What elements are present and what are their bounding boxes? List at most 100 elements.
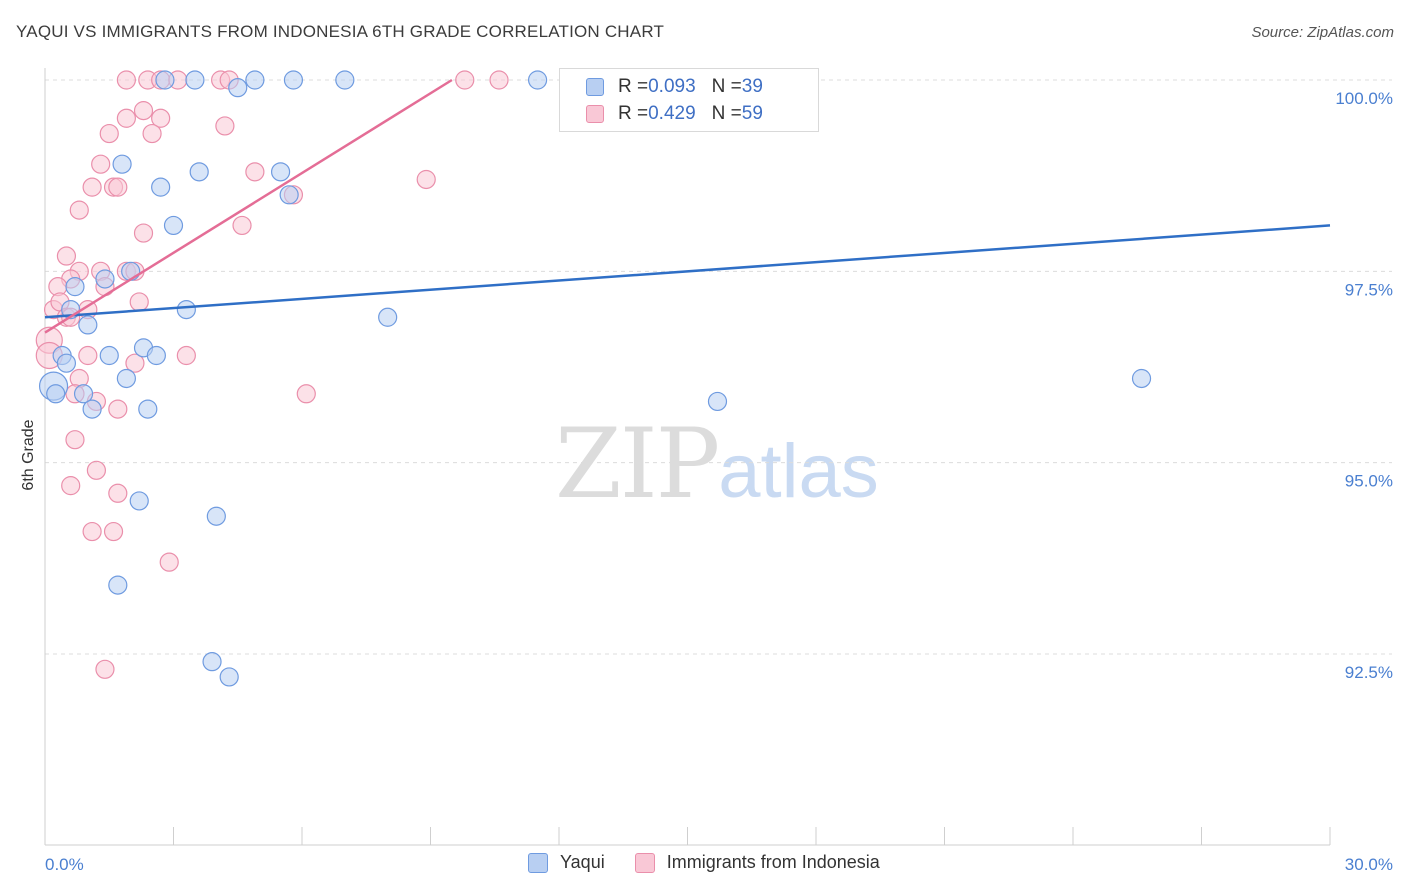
legend-item-yaqui[interactable]: Yaqui xyxy=(528,852,605,873)
yaqui-legend-swatch xyxy=(528,852,548,873)
yaqui-point xyxy=(527,70,548,90)
indonesia-point xyxy=(245,162,265,182)
yaqui-point xyxy=(1131,368,1152,389)
n-label: N = xyxy=(711,76,742,97)
yaqui-point xyxy=(219,667,239,687)
legend-row-indonesia: R = 0.429 N = 59 xyxy=(586,101,763,127)
axes xyxy=(44,68,1331,846)
trend-lines xyxy=(44,78,1331,334)
yaqui-point xyxy=(206,506,226,526)
indonesia-point xyxy=(159,552,179,572)
zipatlas-watermark: ZIPatlas xyxy=(555,408,879,520)
indonesia-point xyxy=(108,399,128,419)
yaqui-point xyxy=(163,215,184,236)
indonesia-point xyxy=(416,169,436,190)
r-value: 0.429 xyxy=(648,103,696,124)
yaqui-point xyxy=(73,384,94,404)
yaqui-point xyxy=(116,368,136,389)
grid-lines xyxy=(45,79,1392,655)
indonesia-point xyxy=(296,384,316,404)
x-tick-label-min: 0.0% xyxy=(45,855,84,874)
yaqui-point xyxy=(335,70,355,90)
y-tick-label: 95.0% xyxy=(1345,472,1393,491)
yaqui-point xyxy=(189,162,209,182)
yaqui-point xyxy=(82,399,102,419)
correlation-legend: R = 0.093 N = 39 R = 0.429 N = 59 xyxy=(559,68,819,132)
watermark-zip: ZIP xyxy=(555,408,720,520)
yaqui-point xyxy=(707,391,728,412)
yaqui-point xyxy=(95,269,115,289)
y-tick-label: 100.0% xyxy=(1335,89,1393,108)
yaqui-point xyxy=(176,300,196,320)
yaqui-point xyxy=(78,315,98,335)
n-value: 59 xyxy=(741,103,763,124)
indonesia-point xyxy=(129,292,149,312)
series-immigrants-indonesia-points xyxy=(35,70,509,679)
indonesia-point xyxy=(108,177,128,197)
yaqui-trend-line xyxy=(44,224,1331,319)
r-label: R = xyxy=(618,76,649,97)
x-tick-label-max: 30.0% xyxy=(1345,855,1393,874)
indonesia-point xyxy=(215,116,235,136)
yaqui-point xyxy=(99,345,119,366)
chart-title: YAQUI VS IMMIGRANTS FROM INDONESIA 6TH G… xyxy=(16,22,665,41)
y-axis-label: 6th Grade xyxy=(20,419,37,490)
indonesia-point xyxy=(65,430,85,450)
yaqui-point xyxy=(283,70,304,90)
indonesia-point xyxy=(489,70,509,90)
tick-labels: 100.0% 97.5% 95.0% 92.5% 0.0% 30.0% xyxy=(45,89,1393,874)
yaqui-point xyxy=(129,491,149,511)
yaqui-point xyxy=(202,652,222,672)
legend-row-yaqui: R = 0.093 N = 39 xyxy=(586,74,763,100)
indonesia-trend-line xyxy=(44,78,453,334)
yaqui-point xyxy=(138,399,158,419)
indonesia-point xyxy=(125,353,145,373)
y-tick-label: 97.5% xyxy=(1345,280,1393,299)
series-yaqui-points xyxy=(38,70,1152,687)
n-label: N = xyxy=(711,103,742,124)
yaqui-point xyxy=(185,70,205,90)
yaqui-point xyxy=(245,70,265,90)
yaqui-point xyxy=(112,154,132,174)
indonesia-point xyxy=(116,108,136,128)
indonesia-legend-label: Immigrants from Indonesia xyxy=(666,852,880,872)
indonesia-point xyxy=(232,215,252,236)
indonesia-point xyxy=(176,345,196,366)
indonesia-point xyxy=(151,108,171,128)
indonesia-legend-swatch xyxy=(634,852,655,873)
indonesia-point xyxy=(455,70,475,90)
yaqui-point xyxy=(65,277,85,297)
indonesia-swatch xyxy=(586,105,604,123)
indonesia-point xyxy=(56,246,77,266)
yaqui-point xyxy=(279,185,299,205)
indonesia-point xyxy=(103,521,124,542)
legend-item-indonesia[interactable]: Immigrants from Indonesia xyxy=(634,852,880,873)
indonesia-point xyxy=(86,460,107,480)
indonesia-point xyxy=(99,123,119,144)
yaqui-point xyxy=(146,345,166,366)
indonesia-point xyxy=(95,659,115,679)
r-label: R = xyxy=(618,103,649,124)
yaqui-point xyxy=(378,307,398,327)
series-legend: Yaqui Immigrants from Indonesia xyxy=(528,852,910,873)
source-label: Source: ZipAtlas.com xyxy=(1251,24,1394,41)
yaqui-swatch xyxy=(586,78,604,96)
yaqui-point xyxy=(108,575,128,595)
y-tick-label: 92.5% xyxy=(1345,663,1393,682)
yaqui-point xyxy=(46,384,66,404)
indonesia-point xyxy=(91,154,111,174)
indonesia-point xyxy=(82,177,102,197)
indonesia-point xyxy=(116,70,136,90)
yaqui-point xyxy=(155,70,175,90)
indonesia-point xyxy=(82,521,102,542)
yaqui-point xyxy=(151,177,171,197)
indonesia-point xyxy=(133,223,154,243)
yaqui-point xyxy=(121,261,141,281)
yaqui-point xyxy=(270,162,291,182)
indonesia-point xyxy=(108,483,128,503)
indonesia-point xyxy=(142,123,162,144)
indonesia-point xyxy=(78,345,98,366)
r-value: 0.093 xyxy=(648,76,696,97)
indonesia-point xyxy=(69,200,89,220)
